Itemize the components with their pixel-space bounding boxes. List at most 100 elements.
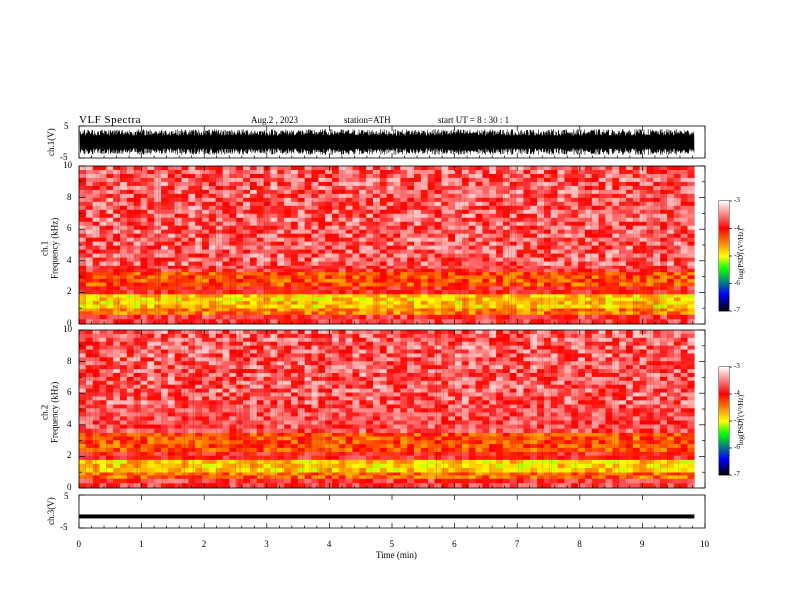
ch1-cell: [509, 249, 517, 254]
ch1-cell: [571, 229, 579, 234]
ch1-cell: [161, 185, 169, 191]
ch1-cell: [496, 319, 504, 325]
ch1-cell: [591, 181, 599, 187]
ch2-cell: [366, 459, 374, 465]
ch1-cell: [516, 201, 524, 207]
ch1-cell: [249, 237, 258, 242]
ch1-cell: [680, 177, 688, 183]
ch1-cell: [195, 301, 203, 305]
ch1-cell: [448, 233, 456, 238]
ch2-cell: [427, 478, 435, 484]
ch2-cell: [386, 475, 394, 479]
ch1-cell: [85, 278, 93, 283]
ch1-cell: [516, 297, 524, 302]
ch2-cell: [256, 459, 264, 465]
ch2-cell: [489, 478, 497, 484]
ch1-cell: [550, 304, 558, 309]
ch2-cell: [530, 451, 538, 456]
ch2-cell: [468, 432, 476, 437]
ch1-cell: [106, 308, 114, 312]
ch1-cell: [667, 282, 675, 287]
ch1-cell: [167, 201, 176, 207]
ch2-cell: [318, 459, 326, 465]
ch1-cell: [379, 241, 387, 246]
ch2-cell: [85, 483, 93, 489]
ch1-cell: [366, 166, 374, 171]
ch1-cell: [243, 193, 251, 199]
ch1-cell: [673, 271, 681, 276]
ch1-cell: [304, 221, 312, 227]
ch2-cell: [263, 467, 271, 473]
ch1-cell: [680, 271, 688, 276]
ch1-cell: [338, 304, 346, 309]
ch1-cell: [414, 286, 422, 291]
ch1-cell: [407, 249, 415, 254]
ch1-cell: [612, 265, 620, 269]
ch1-cell: [673, 268, 681, 273]
ch1-cell: [386, 185, 394, 191]
ch1-cell: [229, 253, 237, 258]
ch1-cell: [359, 253, 367, 258]
ch2-cell: [543, 451, 552, 456]
ch1-cell: [318, 290, 326, 295]
ch1-cell: [325, 301, 333, 305]
ch1-cell: [284, 245, 292, 250]
ch1-cell: [448, 166, 456, 171]
ch1-cell: [174, 319, 182, 325]
ch1-cell: [325, 185, 333, 191]
ch1-cell: [202, 193, 210, 199]
ch1-cell: [420, 304, 429, 309]
ch2-cell: [270, 436, 278, 441]
ch2-cell: [475, 467, 483, 473]
ch1-cell: [667, 201, 675, 207]
ch1-cell: [400, 233, 408, 238]
ch1-cell: [188, 278, 196, 283]
ch1-cell: [564, 233, 572, 238]
ch1-cell: [407, 217, 415, 223]
ch1-cell: [461, 278, 470, 283]
ch1-cell: [571, 245, 579, 250]
ch1-cell: [229, 229, 237, 234]
ch2-cell: [537, 472, 545, 476]
ch1-cell: [680, 169, 688, 175]
ch1-cell: [639, 249, 647, 254]
ch1-cell: [687, 185, 695, 191]
ch2-cell: [441, 451, 449, 456]
ch1-cell: [680, 229, 688, 234]
ch1-cell: [543, 271, 552, 276]
ch1-cell: [543, 319, 552, 325]
ch1-cell: [373, 261, 381, 266]
ch1-cell: [441, 249, 449, 254]
ch2-cell: [660, 455, 668, 460]
ch1-cell: [639, 282, 647, 287]
ch1-cell: [523, 290, 531, 295]
ch1-cell: [243, 319, 251, 325]
ch1-cell: [290, 185, 299, 191]
ch1-cell: [359, 265, 367, 269]
ch2-cell: [243, 447, 251, 452]
ch1-cell: [591, 278, 599, 283]
ch1-cell: [639, 177, 647, 183]
ch1-cell: [591, 290, 599, 295]
ch1-cell: [79, 257, 87, 262]
ch1-cell: [537, 304, 545, 309]
ch1-cell: [338, 265, 346, 269]
ch2-cell: [660, 478, 668, 484]
ch1-cell: [345, 257, 353, 262]
ch1-cell: [667, 261, 675, 266]
ch1-cell: [612, 290, 620, 295]
ch1-cell: [591, 275, 599, 280]
ch2-cell: [605, 463, 613, 469]
ch1-cell: [133, 169, 141, 175]
ch1-cell: [653, 169, 661, 175]
ch2-cell: [393, 483, 401, 489]
ch1-cell: [571, 189, 579, 195]
ch1-cell: [571, 253, 579, 258]
ch1-cell: [277, 205, 285, 211]
ch1-cell: [92, 275, 100, 280]
ch1-cell: [393, 261, 401, 266]
ch1-cell: [195, 319, 203, 325]
ch2-cell: [304, 432, 312, 437]
ch1-cell: [256, 241, 264, 246]
ch1-cell: [489, 319, 497, 325]
